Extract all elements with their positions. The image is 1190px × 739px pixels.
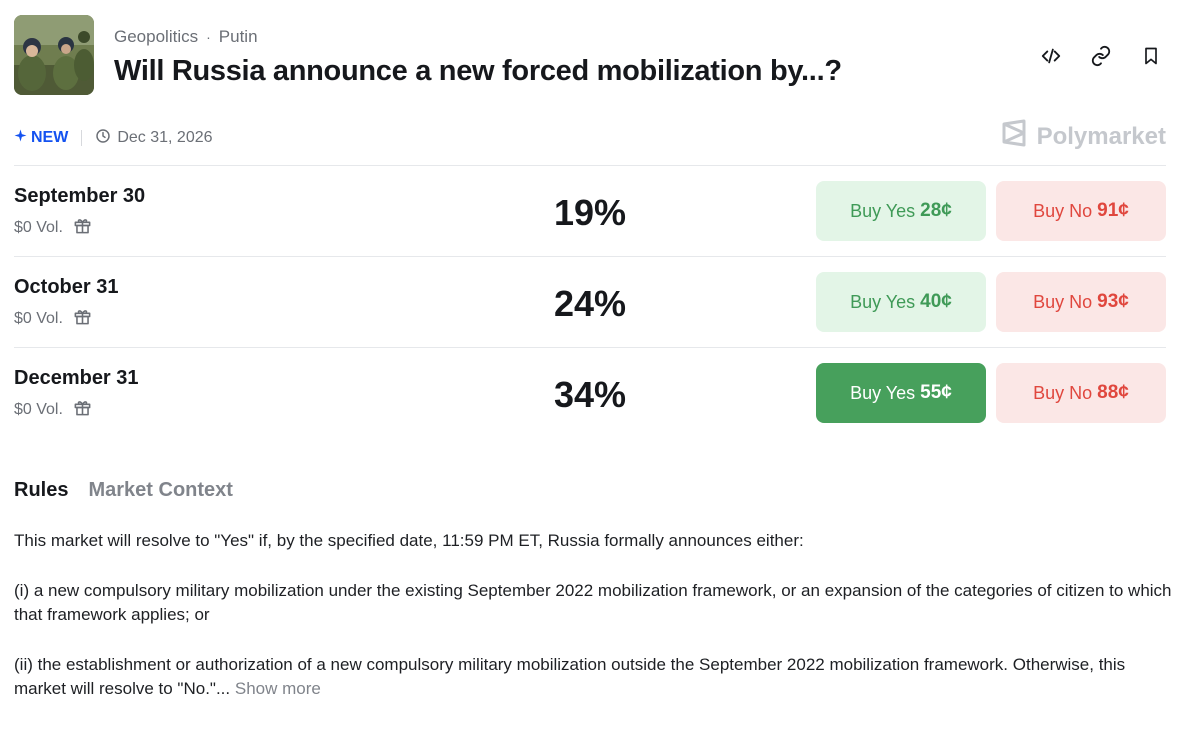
polymarket-logo-icon — [1001, 119, 1027, 154]
outcome-probability: 24% — [553, 283, 627, 324]
volume-label: $0 Vol. — [14, 219, 63, 236]
new-badge-label: NEW — [31, 129, 69, 146]
buy-yes-label: Buy Yes — [850, 200, 916, 221]
link-icon[interactable] — [1086, 41, 1116, 71]
gift-icon[interactable] — [73, 398, 92, 422]
rules-paragraph-3-text: (ii) the establishment or authorization … — [14, 655, 1126, 698]
brand-name: Polymarket — [1036, 122, 1166, 150]
buy-yes-price: 28¢ — [920, 200, 952, 221]
show-more-link[interactable]: Show more — [234, 679, 321, 698]
outcome-volume: $0 Vol. — [14, 398, 92, 422]
buy-yes-price: 55¢ — [920, 382, 952, 403]
end-date: Dec 31, 2026 — [95, 128, 213, 149]
outcome-probability: 34% — [553, 374, 627, 415]
outcome-label: December 31 — [14, 367, 139, 389]
buy-no-button[interactable]: Buy No 93¢ — [996, 272, 1166, 332]
breadcrumb-item-geopolitics[interactable]: Geopolitics — [114, 27, 199, 46]
tab-market-context[interactable]: Market Context — [88, 479, 233, 501]
volume-label: $0 Vol. — [14, 401, 63, 418]
new-badge: NEW — [14, 129, 68, 147]
buy-no-price: 91¢ — [1097, 200, 1129, 221]
buy-no-price: 93¢ — [1097, 291, 1129, 312]
buy-no-price: 88¢ — [1097, 382, 1129, 403]
outcome-probability: 19% — [553, 192, 627, 233]
tab-rules[interactable]: Rules — [14, 479, 69, 501]
outcome-label: October 31 — [14, 276, 119, 298]
meta-divider — [81, 130, 83, 146]
outcome-label: September 30 — [14, 185, 146, 207]
clock-icon — [95, 128, 111, 149]
buy-yes-button[interactable]: Buy Yes 28¢ — [816, 181, 986, 241]
outcome-volume: $0 Vol. — [14, 307, 92, 331]
volume-label: $0 Vol. — [14, 310, 63, 327]
gift-icon[interactable] — [73, 307, 92, 331]
header-actions — [1036, 41, 1166, 71]
market-thumbnail — [14, 15, 94, 95]
outcome-row-october-31[interactable]: October 31 $0 Vol. 24% Buy Yes 40¢ Buy N… — [14, 256, 1166, 347]
outcome-row-september-30[interactable]: September 30 $0 Vol. 19% Buy Yes 28¢ Buy… — [14, 165, 1166, 256]
buy-no-label: Buy No — [1033, 382, 1093, 403]
breadcrumb-separator: · — [206, 29, 211, 45]
buy-no-label: Buy No — [1033, 291, 1093, 312]
buy-yes-button[interactable]: Buy Yes 55¢ — [816, 363, 986, 423]
market-header: Geopolitics · Putin Will Russia announce… — [14, 15, 1166, 97]
polymarket-brand: Polymarket — [1001, 119, 1166, 154]
rules-text: This market will resolve to "Yes" if, by… — [14, 529, 1174, 727]
rules-paragraph-2: (i) a new compulsory military mobilizati… — [14, 581, 1172, 624]
breadcrumb: Geopolitics · Putin — [114, 27, 258, 47]
embed-icon[interactable] — [1036, 41, 1066, 71]
rules-paragraph-3: (ii) the establishment or authorization … — [14, 653, 1174, 701]
page-title: Will Russia announce a new forced mobili… — [114, 55, 842, 87]
buy-no-label: Buy No — [1033, 200, 1093, 221]
buy-yes-label: Buy Yes — [850, 382, 916, 403]
sparkle-icon — [14, 129, 27, 147]
details-tabs: Rules Market Context — [14, 479, 233, 502]
buy-yes-button[interactable]: Buy Yes 40¢ — [816, 272, 986, 332]
rules-paragraph-1: This market will resolve to "Yes" if, by… — [14, 531, 804, 550]
outcome-volume: $0 Vol. — [14, 216, 92, 240]
buy-no-button[interactable]: Buy No 88¢ — [996, 363, 1166, 423]
buy-no-button[interactable]: Buy No 91¢ — [996, 181, 1166, 241]
market-meta: NEW Dec 31, 2026 Polymarket — [14, 119, 1166, 151]
breadcrumb-item-putin[interactable]: Putin — [218, 27, 258, 46]
bookmark-icon[interactable] — [1136, 41, 1166, 71]
end-date-label: Dec 31, 2026 — [117, 129, 213, 146]
outcome-row-december-31[interactable]: December 31 $0 Vol. 34% Buy Yes 55¢ Buy … — [14, 347, 1166, 438]
gift-icon[interactable] — [73, 216, 92, 240]
buy-yes-label: Buy Yes — [850, 291, 916, 312]
outcome-list: September 30 $0 Vol. 19% Buy Yes 28¢ Buy… — [14, 165, 1166, 438]
buy-yes-price: 40¢ — [920, 291, 952, 312]
